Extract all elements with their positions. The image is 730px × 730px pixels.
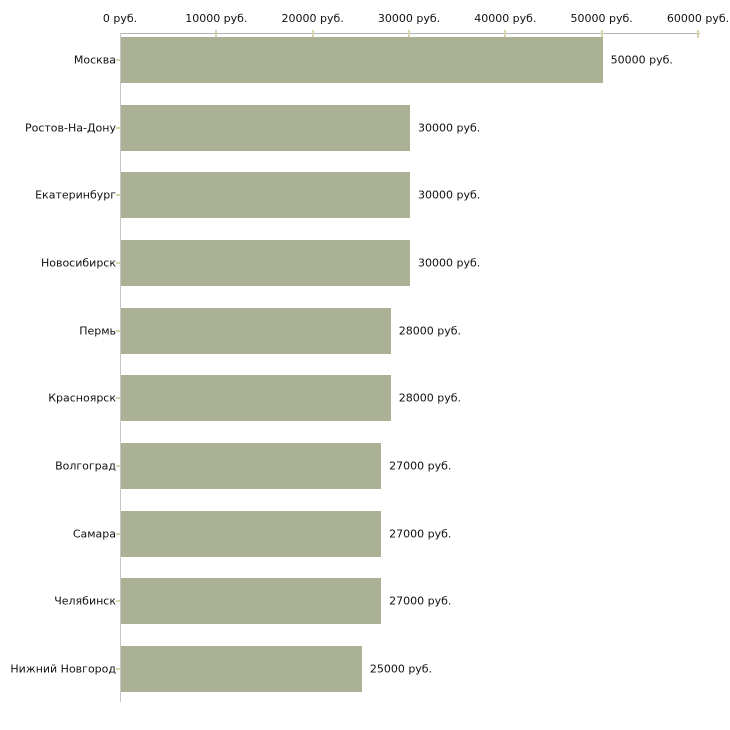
bar: [121, 578, 382, 625]
x-tick-label: 50000 руб.: [570, 12, 633, 25]
bar: [121, 239, 410, 286]
y-axis-line: [120, 33, 121, 702]
value-label: 30000 руб.: [418, 188, 481, 202]
value-label: 25000 руб.: [369, 662, 433, 676]
bar: [121, 375, 391, 422]
bar: [121, 442, 382, 489]
value-label: 28000 руб.: [398, 391, 461, 405]
value-label: 28000 руб.: [398, 324, 461, 338]
x-tick-mark: [215, 30, 218, 38]
category-label: Пермь: [79, 324, 116, 338]
bar: [121, 307, 391, 354]
category-label: Москва: [73, 53, 116, 67]
category-tick-mark: [116, 532, 120, 535]
x-tick-label: 60000 руб.: [666, 12, 730, 25]
category-label: Ростов-На-Дону: [24, 121, 116, 135]
bar: [121, 645, 362, 692]
value-label: 50000 руб.: [610, 53, 673, 67]
value-label: 27000 руб.: [389, 527, 452, 541]
x-tick-label: 20000 руб.: [281, 12, 344, 25]
category-tick-mark: [116, 667, 120, 670]
x-tick-label: 10000 руб.: [185, 12, 248, 25]
category-label: Челябинск: [54, 594, 116, 608]
category-label: Красноярск: [48, 391, 116, 405]
x-tick-label: 30000 руб.: [377, 12, 441, 25]
bar: [121, 510, 382, 557]
category-label: Самара: [72, 527, 116, 541]
value-label: 27000 руб.: [389, 459, 452, 473]
x-axis-line: [120, 33, 700, 34]
category-tick-mark: [116, 600, 120, 603]
x-tick-label: 40000 руб.: [474, 12, 537, 25]
category-label: Волгоград: [55, 459, 116, 473]
category-tick-mark: [116, 397, 120, 400]
category-label: Новосибирск: [40, 256, 116, 270]
category-label: Екатеринбург: [35, 188, 116, 202]
value-label: 30000 руб.: [418, 121, 481, 135]
value-label: 30000 руб.: [418, 256, 481, 270]
category-tick-mark: [116, 59, 120, 61]
x-tick-label: 0 руб.: [102, 12, 138, 25]
x-tick-mark: [697, 30, 699, 38]
bar: [121, 104, 410, 151]
category-tick-mark: [116, 329, 120, 332]
x-tick-mark: [311, 30, 314, 38]
category-tick-mark: [116, 194, 120, 197]
value-label: 27000 руб.: [389, 594, 452, 608]
x-tick-mark: [600, 30, 603, 38]
x-tick-mark: [408, 30, 410, 38]
category-tick-mark: [116, 261, 120, 264]
bar: [121, 172, 410, 219]
category-label: Нижний Новгород: [10, 662, 116, 676]
category-tick-mark: [116, 464, 120, 467]
x-tick-mark: [504, 30, 507, 38]
category-tick-mark: [116, 126, 120, 129]
bar: [121, 37, 603, 83]
